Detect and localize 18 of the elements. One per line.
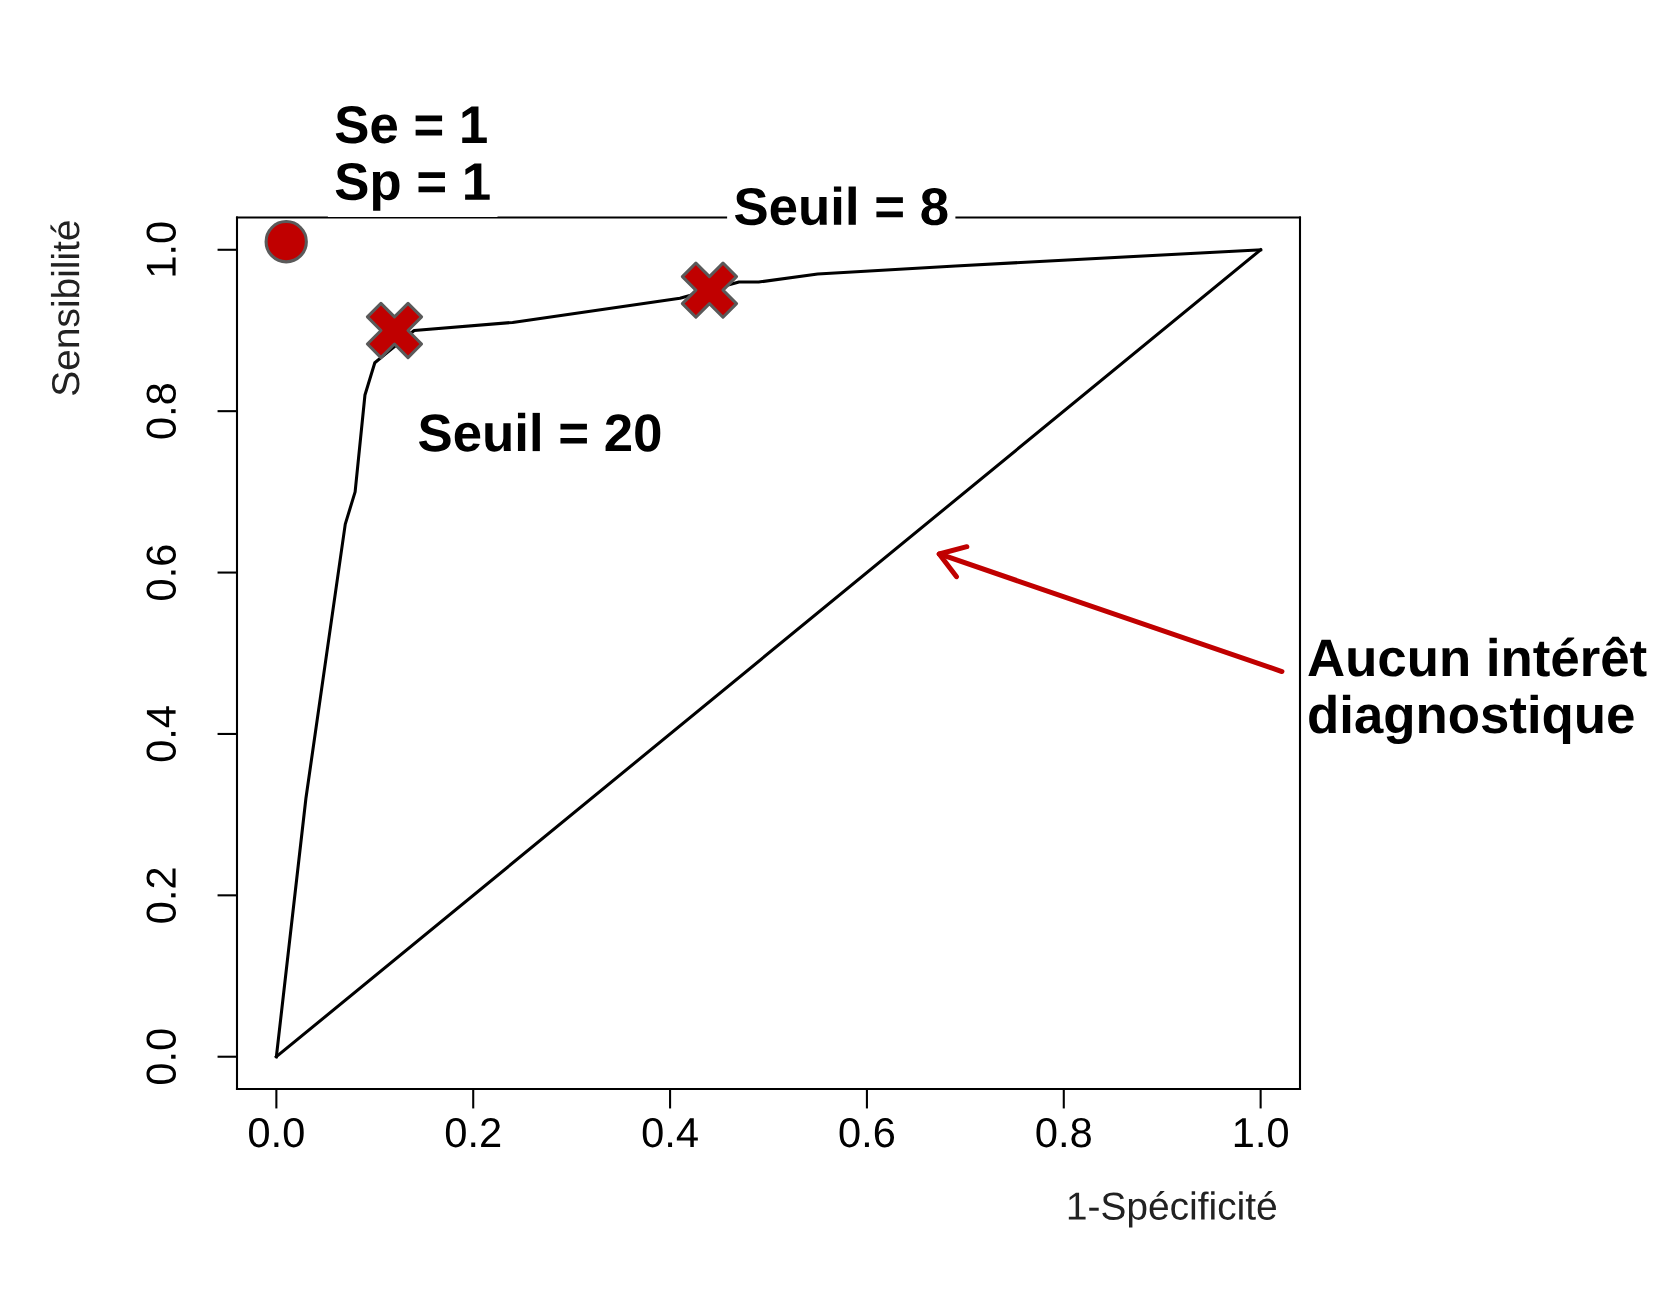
annotation: Seuil = 20 xyxy=(419,412,661,452)
x-axis-title: 1-Spécificité xyxy=(1068,1190,1276,1228)
x-tick-label: 0.0 xyxy=(249,1117,304,1148)
x-tick-label: 0.8 xyxy=(1036,1117,1091,1148)
y-tick-label: 1.0 xyxy=(146,222,176,276)
x-tick-label: 0.2 xyxy=(445,1117,501,1148)
y-axis-title: Sensibilité xyxy=(50,221,80,395)
y-tick-label: 0.0 xyxy=(146,1029,176,1085)
y-tick-label: 0.6 xyxy=(146,545,176,600)
annotation: Seuil = 8 xyxy=(734,186,948,226)
y-tick-label: 0.8 xyxy=(146,384,176,439)
y-tick-label: 0.4 xyxy=(146,706,176,762)
text: Aucun intérêt diagnostique xyxy=(1308,636,1647,745)
x-tick-label: 0.4 xyxy=(642,1117,698,1148)
annotation: Se = 1 Sp = 1 xyxy=(335,106,490,211)
x-tick-label: 0.6 xyxy=(839,1117,895,1148)
y-tick-label: 0.2 xyxy=(146,868,176,923)
x-tick-label: 1.0 xyxy=(1234,1117,1288,1148)
